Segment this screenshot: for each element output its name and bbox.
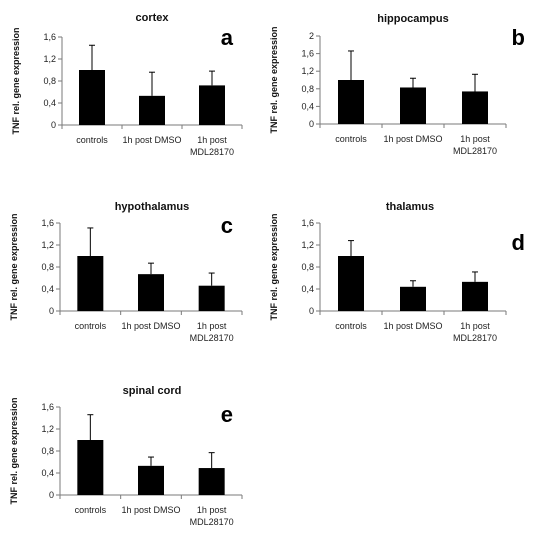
x-category-label: MDL28170 [190,517,234,527]
bar [338,80,364,124]
panel-letter: c [221,213,233,238]
x-category-label: 1h post DMSO [121,505,180,515]
y-tick-label: 0,8 [43,76,56,86]
chart-panel-d: thalamus d TNF rel. gene expression 0 0,4 0,8… [269,201,525,343]
panel-letter: d [512,230,525,255]
y-tick-label: 1,6 [41,218,54,228]
y-tick-label: 1,6 [301,218,314,228]
x-category-label: MDL28170 [190,333,234,343]
panel-letter: b [512,25,525,50]
chart-panel-e: spinal cord e TNF rel. gene expression 0 0,4… [9,385,243,527]
bar [199,85,225,125]
x-category-label: MDL28170 [190,147,234,157]
bar [400,87,426,124]
y-tick-label: 0 [309,119,314,129]
y-tick-label: 1,2 [41,240,54,250]
bar [77,440,104,495]
x-category-label: controls [75,505,107,515]
y-tick-label: 0 [49,306,54,316]
y-tick-label: 1,6 [41,402,54,412]
y-tick-label: 0 [49,490,54,500]
y-tick-label: 1,6 [301,49,314,59]
chart-title: thalamus [386,201,434,213]
y-tick-label: 1,2 [301,66,314,76]
panel-letter: a [221,25,234,50]
x-category-label: 1h post [197,505,227,515]
y-tick-label: 0,8 [41,262,54,272]
x-category-label: 1h post [197,321,227,331]
y-tick-label: 0,4 [41,468,54,478]
y-tick-label: 1,2 [301,240,314,250]
bar [139,95,165,125]
y-tick-label: 1,2 [43,54,56,64]
chart-panel-b: hippocampus b TNF rel. gene expression 0 0,4… [269,13,525,156]
x-category-label: 1h post DMSO [122,135,181,145]
bar [462,91,488,124]
x-category-label: 1h post [460,134,490,144]
x-category-label: controls [335,134,367,144]
y-tick-label: 0,4 [301,284,314,294]
bar [338,256,364,311]
y-tick-label: 0,4 [301,101,314,111]
x-category-label: 1h post DMSO [383,134,442,144]
bar [79,70,105,125]
x-category-label: 1h post [460,321,490,331]
x-category-label: 1h post [197,135,227,145]
y-tick-label: 0 [309,306,314,316]
y-tick-label: 1,2 [41,424,54,434]
bar [138,274,164,311]
chart-panel-a: cortex a TNF rel. gene expression 0 0,4 0,8 1,… [11,12,243,157]
y-tick-label: 0,8 [41,446,54,456]
chart-panel-c: hypothalamus c TNF rel. gene expression 0 0,… [9,201,243,343]
y-tick-label: 0,8 [301,84,314,94]
y-axis-label: TNF rel. gene expression [11,27,21,134]
y-axis-label: TNF rel. gene expression [269,26,279,133]
chart-title: spinal cord [123,385,182,397]
panel-letter: e [221,402,233,427]
x-category-label: controls [335,321,367,331]
x-category-label: 1h post DMSO [383,321,442,331]
y-tick-label: 2 [309,31,314,41]
bar [198,285,225,311]
x-category-label: controls [75,321,107,331]
bar [198,468,225,495]
bar [400,286,426,311]
chart-title: hippocampus [377,13,449,25]
chart-title: hypothalamus [115,201,190,213]
y-tick-label: 0,4 [43,98,56,108]
y-tick-label: 1,6 [43,32,56,42]
y-tick-label: 0,4 [41,284,54,294]
y-axis-label: TNF rel. gene expression [9,213,19,320]
x-category-label: MDL28170 [453,146,497,156]
y-axis-label: TNF rel. gene expression [9,397,19,504]
bar [138,465,164,495]
bar [462,281,488,311]
bar [77,256,104,311]
y-axis-label: TNF rel. gene expression [269,213,279,320]
x-category-label: controls [76,135,108,145]
x-category-label: MDL28170 [453,333,497,343]
y-tick-label: 0,8 [301,262,314,272]
chart-title: cortex [135,12,169,24]
y-tick-label: 0 [51,120,56,130]
x-category-label: 1h post DMSO [121,321,180,331]
